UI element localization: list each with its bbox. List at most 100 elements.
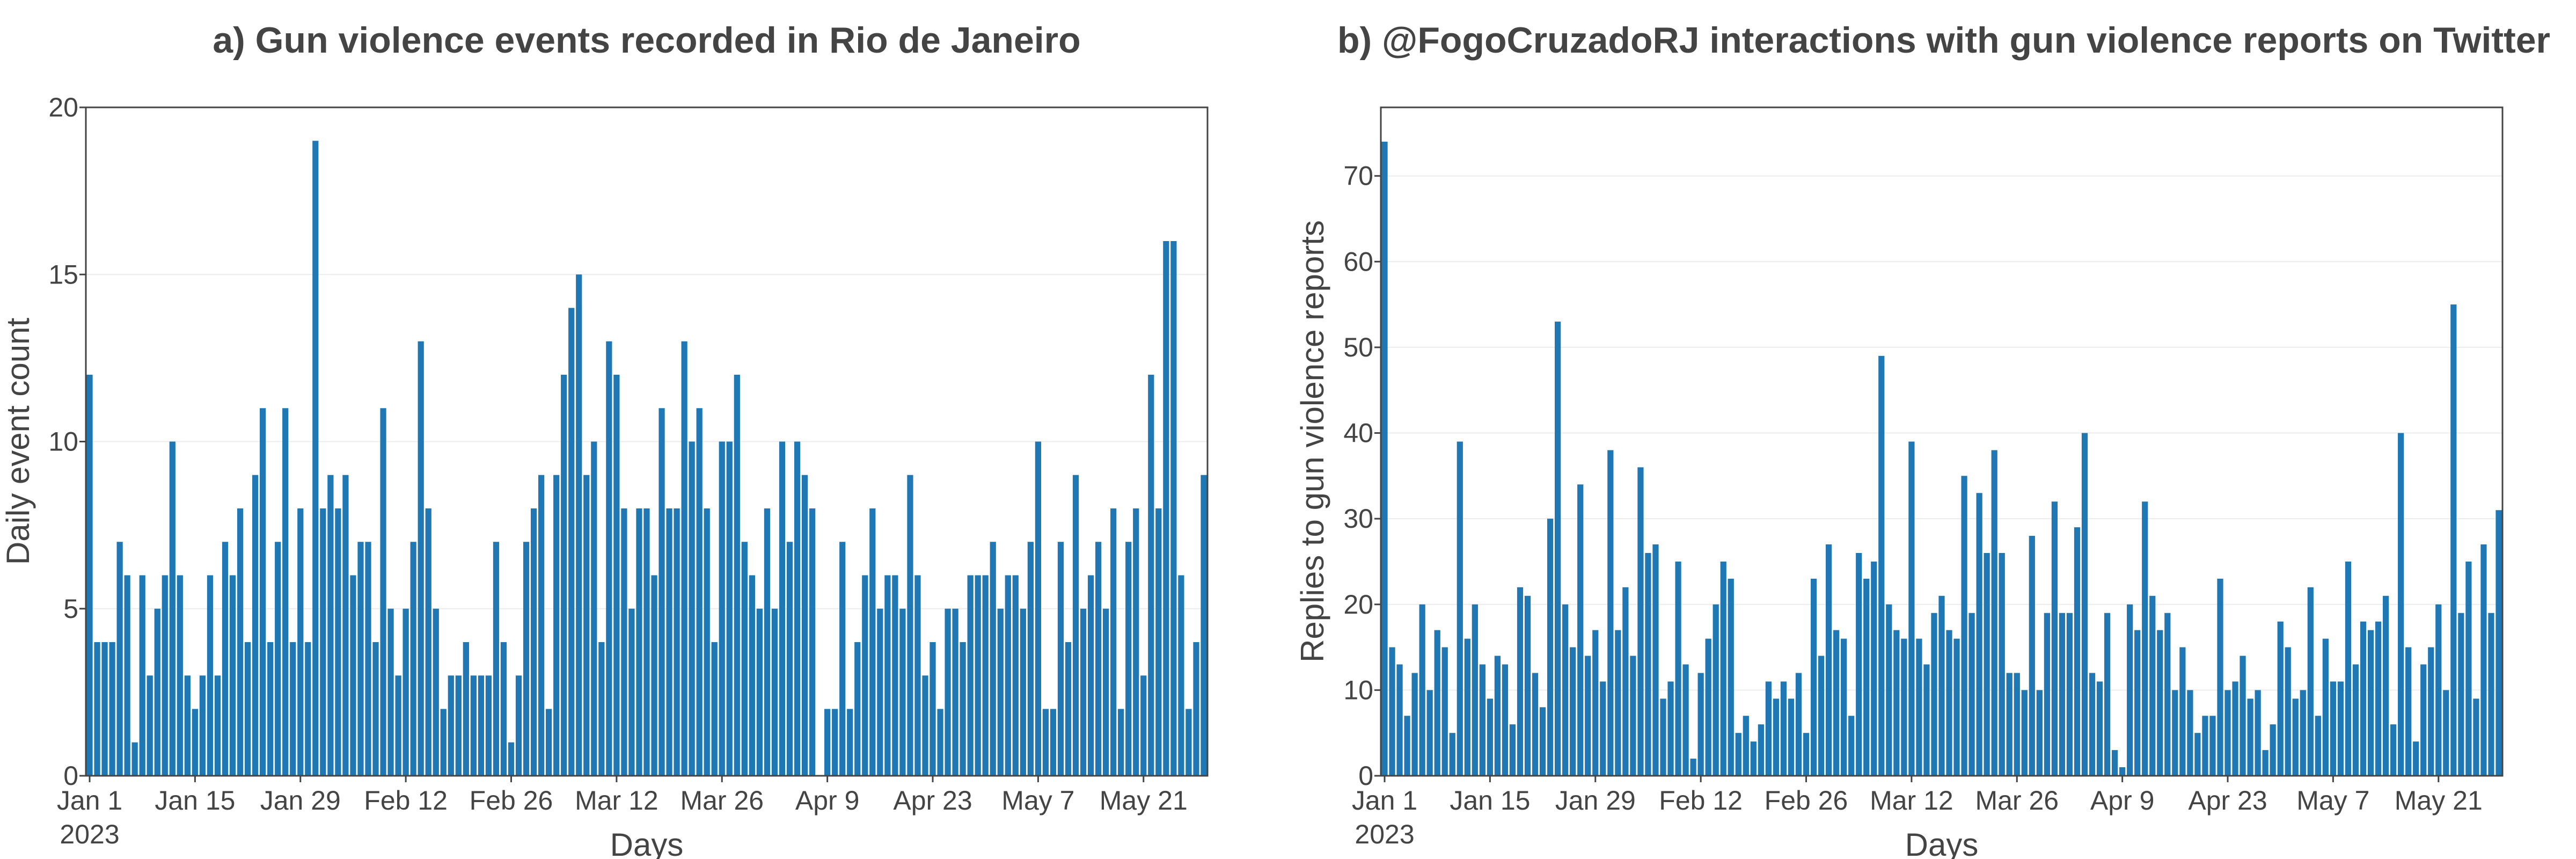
panel-b-bar [2352, 664, 2359, 776]
panel-b-bar [1931, 613, 1937, 776]
panel-b-y-ticks: 0 10 20 30 40 50 60 70 [1343, 161, 1381, 791]
panel-a-bar [794, 441, 801, 776]
panel-a-bar [1103, 608, 1109, 776]
panel-b-bar [1562, 604, 1569, 776]
panel-b-bar [2217, 578, 2223, 776]
panel-a-bar [741, 542, 748, 776]
panel-a-bar [86, 375, 93, 776]
panel-b-x-tick-label: Mar 26 [1975, 785, 2059, 816]
panel-a-bar [335, 508, 341, 776]
panel-a-bar [169, 441, 175, 776]
panel-b-bar [2345, 561, 2352, 776]
panel-b-bar [2330, 681, 2337, 776]
panel-b-bar [1713, 604, 1719, 776]
panel-b-bar [2480, 544, 2487, 776]
panel-b-bar [2255, 690, 2261, 776]
panel-b-bar [2074, 527, 2081, 776]
panel-b-bar [1901, 638, 1907, 776]
panel-b-bar [1487, 698, 1493, 776]
panel-a-bar [862, 575, 868, 776]
panel-b-x-tick-label: Feb 12 [1659, 785, 1743, 816]
panel-a-bar [568, 308, 575, 776]
panel-a-x-tick-label: May 21 [1100, 785, 1188, 816]
panel-a-bar [327, 475, 334, 776]
panel-b-bar [1426, 690, 1433, 776]
panel-a-bar [583, 475, 590, 776]
panel-a-x-tick-label: Feb 12 [364, 785, 448, 816]
panel-a-bar [930, 642, 936, 776]
panel-a-bar [854, 642, 861, 776]
panel-b-bar [1389, 647, 1395, 776]
panel-b-bar [2488, 613, 2494, 776]
panel-b-bar [1547, 519, 1554, 776]
panel-b-bar [1871, 561, 1877, 776]
panel-b-bar [2014, 673, 2020, 776]
panel-b-bar [1991, 450, 1997, 776]
panel-a-bar [500, 642, 507, 776]
panel-a-bar [711, 642, 718, 776]
panel-a-bar [290, 642, 296, 776]
panel-b-y-axis-label: Replies to gun violence reports [1294, 220, 1330, 663]
panel-b-bar [1961, 476, 1967, 776]
panel-b-bar [2149, 595, 2156, 776]
panel-b-bar [2051, 501, 2058, 776]
panel-b-bar [2096, 681, 2103, 776]
panel-b-bar [1803, 733, 1810, 776]
panel-b-x-tick-label: Jan 15 [1450, 785, 1530, 816]
panel-a-x-tick-label: Jan 15 [155, 785, 235, 816]
panel-b-bar [1645, 553, 1651, 776]
panel-b-bar [1758, 724, 1764, 776]
panel-a-bar [1178, 575, 1184, 776]
panel-a-bar [199, 675, 206, 776]
panel-b-bar [1637, 467, 1644, 776]
panel-a-x-tick-label: Apr 23 [893, 785, 972, 816]
panel-b-plot-frame [1380, 106, 2504, 777]
panel-a-bar [244, 642, 251, 776]
panel-b-bar [1705, 638, 1711, 776]
panel-b-bar [1788, 698, 1795, 776]
panel-a-bar [628, 608, 635, 776]
panel-a-bar [116, 542, 123, 776]
panel-b-bar [2382, 595, 2389, 776]
panel-b-bar [1524, 595, 1531, 776]
panel-a-bar [470, 675, 477, 776]
panel-a-bar [162, 575, 168, 776]
panel-a-bar [1110, 508, 1117, 776]
panel-b-bar [1457, 441, 1463, 776]
panel-b-bar [1780, 681, 1787, 776]
panel-b-bar [2465, 561, 2472, 776]
panel-a-bar [658, 408, 665, 776]
panel-b-x-tick-label: May 7 [2296, 785, 2369, 816]
panel-b-bar [2270, 724, 2276, 776]
panel-b-bar [1743, 716, 1749, 776]
panel-b-bar [1953, 638, 1960, 776]
panel-a-bar [764, 508, 771, 776]
panel-b-bar [1404, 716, 1410, 776]
panel-a-bar [869, 508, 876, 776]
panel-b-bar [2300, 690, 2306, 776]
panel-b-bar [1411, 673, 1418, 776]
panel-b-bar [1585, 656, 1591, 776]
panel-b-bar [2450, 304, 2457, 776]
panel-a-bar [553, 475, 560, 776]
panel-a-bar [975, 575, 981, 776]
panel-a-x-tick-label: May 7 [1001, 785, 1074, 816]
panel-a-bar [305, 642, 311, 776]
panel-b-bar [2496, 510, 2502, 776]
panel-a-bar [448, 675, 454, 776]
panel-a-bar [621, 508, 627, 776]
panel-a-bar [914, 575, 921, 776]
panel-b-bar [1938, 595, 1945, 776]
panel-a-bar [320, 508, 326, 776]
panel-a-bar [1005, 575, 1011, 776]
panel-a-bar [380, 408, 386, 776]
panel-a-bar [960, 642, 966, 776]
panel-a-bar [312, 141, 319, 776]
panel-a-bar [402, 608, 409, 776]
panel-a-bar [425, 508, 431, 776]
panel-a-bar [892, 575, 898, 776]
panel-a-bar [260, 408, 266, 776]
panel-b-bar [1893, 630, 1900, 776]
